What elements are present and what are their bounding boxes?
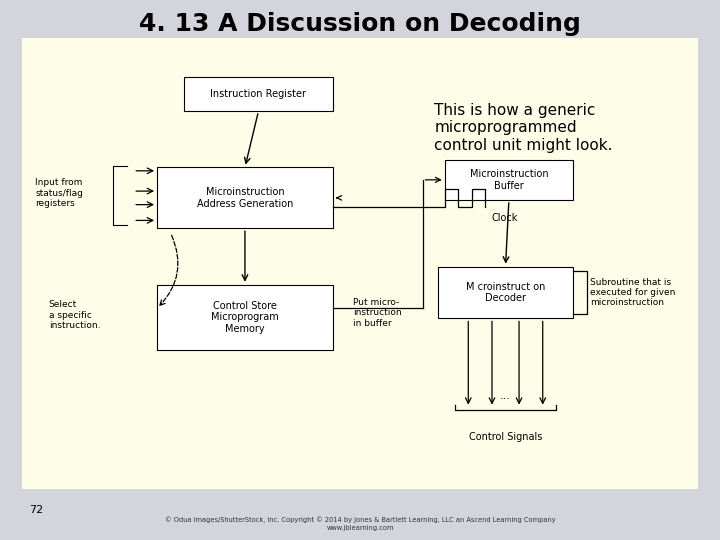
Text: www.jblearning.com: www.jblearning.com (326, 525, 394, 531)
Text: Input from
status/flag
registers: Input from status/flag registers (35, 178, 83, 208)
Text: This is how a generic
microprogrammed
control unit might look.: This is how a generic microprogrammed co… (434, 103, 613, 153)
Text: Subroutine that is
executed for given
microinstruction: Subroutine that is executed for given mi… (590, 278, 675, 307)
Text: Microinstruction
Buffer: Microinstruction Buffer (469, 169, 548, 191)
FancyBboxPatch shape (157, 167, 333, 228)
Text: Microinstruction
Address Generation: Microinstruction Address Generation (197, 187, 293, 208)
Text: Instruction Register: Instruction Register (210, 89, 307, 99)
Text: Clock: Clock (492, 213, 518, 223)
FancyBboxPatch shape (157, 285, 333, 350)
Text: ...: ... (500, 392, 511, 401)
Text: Select
a specific
instruction.: Select a specific instruction. (49, 300, 100, 330)
Text: 72: 72 (29, 505, 43, 515)
Text: Put micro-
instruction
in buffer: Put micro- instruction in buffer (354, 298, 402, 328)
Text: M croinstruct on
Decoder: M croinstruct on Decoder (466, 282, 545, 303)
Text: Control Signals: Control Signals (469, 432, 542, 442)
FancyBboxPatch shape (445, 159, 573, 200)
Text: 4. 13 A Discussion on Decoding: 4. 13 A Discussion on Decoding (139, 12, 581, 36)
Text: Control Store
Microprogram
Memory: Control Store Microprogram Memory (211, 301, 279, 334)
FancyBboxPatch shape (184, 77, 333, 111)
Text: © Odua Images/ShutterStock, Inc. Copyright © 2014 by Jones & Bartlett Learning, : © Odua Images/ShutterStock, Inc. Copyrig… (165, 516, 555, 523)
FancyBboxPatch shape (438, 267, 573, 319)
